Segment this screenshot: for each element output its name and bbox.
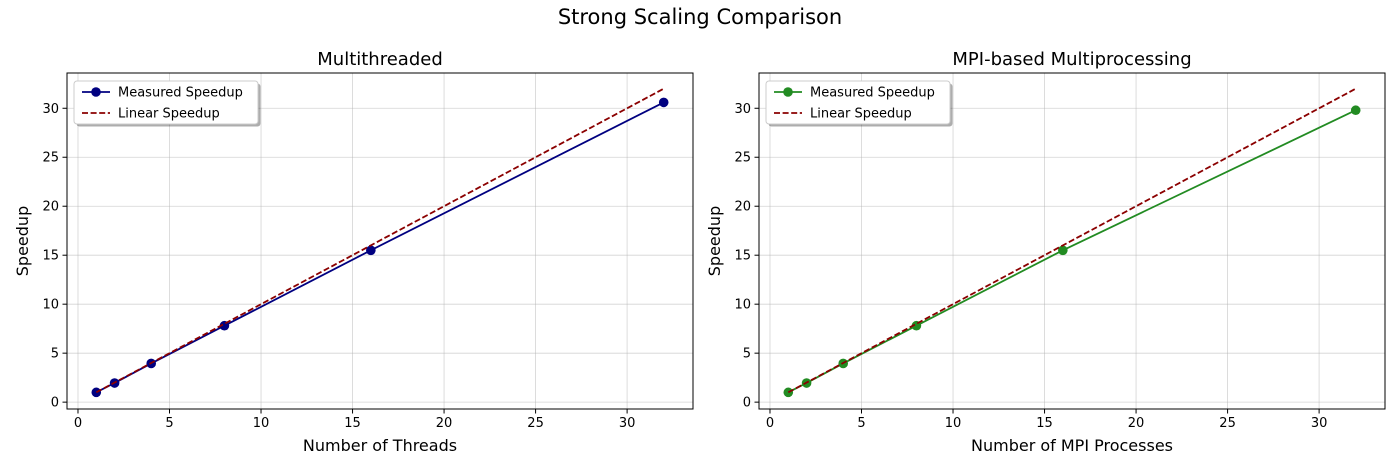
measured-point [1058,245,1068,256]
y-tick-label: 0 [51,396,59,411]
y-tick-label: 15 [42,249,59,264]
x-tick-label: 0 [74,416,82,431]
x-axis-label: Number of MPI Processes [971,436,1173,455]
multithreaded-panel: 0 5 10 15 20 25 30 0 5 10 15 20 25 30 Multithreaded Num… [13,49,694,455]
x-tick-label: 10 [945,416,962,431]
legend-label: Linear Speedup [118,107,220,122]
x-tick-label: 15 [1036,416,1053,431]
x-tick-label: 25 [527,416,544,431]
y-tick-label: 10 [42,298,59,313]
plot-area [783,87,1361,398]
legend-marker [91,87,101,97]
measured-point [783,387,794,398]
y-tick-label: 5 [51,347,59,362]
y-tick-label: 5 [743,347,751,362]
x-tick-label: 25 [1219,416,1236,431]
x-tick-label: 5 [165,416,173,431]
axes-frame [758,72,1386,410]
panel-title: Multithreaded [317,49,443,70]
y-tick-label: 20 [734,200,751,215]
y-tick-label: 30 [734,102,751,117]
measured-point [366,245,376,256]
panel-title: MPI-based Multiprocessing [952,49,1191,70]
y-axis-label: Speedup [705,206,724,276]
x-tick-label: 20 [436,416,453,431]
x-tick-label: 20 [1128,416,1145,431]
measured-point [1350,105,1361,116]
y-axis-label: Speedup [13,206,32,276]
legend-label: Measured Speedup [810,86,935,101]
legend-box [73,80,259,125]
legend-box [765,80,951,125]
y-tick-label: 20 [42,200,59,215]
linear-speedup-line [787,87,1357,394]
measured-speedup-line [787,109,1357,394]
measured-speedup-line [95,101,665,394]
measured-point [91,387,102,398]
x-tick-label: 10 [253,416,270,431]
plot-area [91,87,669,398]
y-tick-label: 0 [743,396,751,411]
y-tick-label: 15 [734,249,751,264]
y-tick-label: 30 [42,102,59,117]
linear-speedup-line [95,87,665,394]
x-tick-label: 30 [1311,416,1328,431]
x-tick-label: 30 [619,416,636,431]
legend-marker [783,87,793,97]
y-tick-label: 10 [734,298,751,313]
x-tick-label: 0 [766,416,774,431]
y-tick-label: 25 [734,151,751,166]
measured-point [658,97,669,108]
legend-label: Measured Speedup [118,86,243,101]
x-tick-label: 15 [344,416,361,431]
x-axis-label: Number of Threads [303,436,457,455]
figure-title: Strong Scaling Comparison [558,5,842,29]
mpi-panel: 0 5 10 15 20 25 30 0 5 10 15 20 25 30 MPI-based Multip… [705,49,1386,455]
x-tick-label: 5 [857,416,865,431]
axes-frame [66,72,694,410]
y-tick-label: 25 [42,151,59,166]
legend-label: Linear Speedup [810,107,912,122]
